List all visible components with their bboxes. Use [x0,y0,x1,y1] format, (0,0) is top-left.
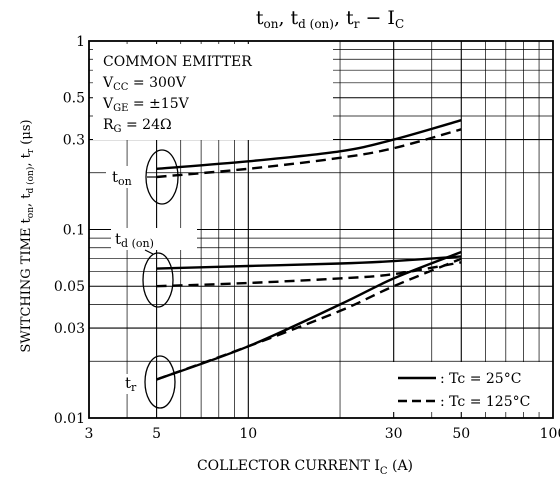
ton-label: ton [112,168,132,188]
x-tick-label: 3 [85,426,94,442]
y-tick-label: 0.1 [63,223,85,239]
y-axis-label: SWITCHING TIME ton, td (on), tr (μs) [19,119,36,352]
series-tr-solid [156,250,462,381]
curves [156,119,462,381]
x-axis-label: COLLECTOR CURRENT IC (A) [197,458,413,477]
series-ton-dashed [156,128,462,179]
conditions-line-1: COMMON EMITTER [103,54,252,70]
series-tdon-solid [156,255,462,270]
plot-frame [88,40,554,419]
tdon-ellipse [142,252,174,308]
series-tdon-dashed [156,261,462,288]
conditions-box [93,44,333,140]
y-tick-label: 0.03 [54,321,85,337]
conditions-line-2: VCC = 300V [102,75,187,93]
ton-ellipse [145,149,179,205]
y-tick-label: 0.5 [63,91,85,107]
x-tick-label: 100 [540,426,560,442]
y-tick-label: 1 [76,34,85,50]
tdon-label: td (on) [115,230,154,250]
conditions-line-3: VGE = ±15V [102,96,190,114]
y-tick-label: 0.3 [63,133,85,149]
x-tick-label: 30 [385,426,403,442]
conditions-line-4: RG = 24Ω [103,117,172,135]
x-tick-label: 50 [452,426,470,442]
y-tick-labels: 0.01 0.03 0.05 0.1 0.3 0.5 1 [54,34,85,427]
tr-label-bg [122,374,146,394]
legend-box [391,362,553,412]
legend-solid-label: : Tc = 25°C [440,371,521,387]
y-tick-label: 0.01 [54,411,85,427]
chart-title: ton, td (on), tr − IC [256,7,404,31]
tr-ellipse [144,355,176,409]
x-tick-label: 5 [152,426,161,442]
series-tr-dashed [156,257,462,381]
x-tick-label: 10 [239,426,257,442]
tdon-pointer [144,249,154,255]
x-tick-labels: 3 5 10 30 50 100 [85,426,560,442]
ton-label-bg [106,166,146,188]
series-ton-solid [156,119,462,170]
tr-label: tr [125,374,137,394]
y-tick-label: 0.05 [54,279,85,295]
tdon-label-bg [111,228,197,250]
legend-dashed-label: : Tc = 125°C [440,394,530,410]
